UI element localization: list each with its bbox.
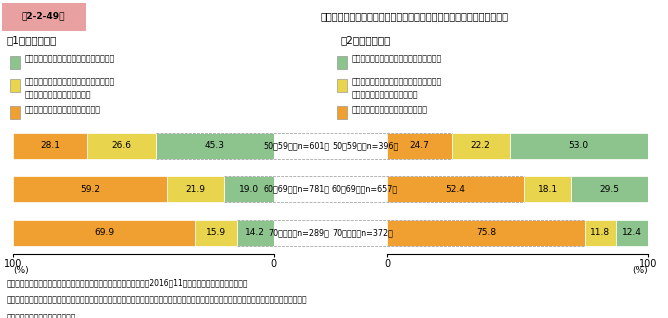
Text: 候補者もいない、または未定である: 候補者もいない、または未定である (352, 105, 428, 114)
Text: 22.2: 22.2 (471, 141, 490, 150)
Text: 26.6: 26.6 (111, 141, 131, 150)
Text: 11.8: 11.8 (591, 228, 611, 237)
Text: （候補者が複数の場合を含む）: （候補者が複数の場合を含む） (352, 91, 419, 100)
Text: 29.5: 29.5 (600, 185, 619, 194)
Bar (452, 133, 510, 159)
Bar (510, 133, 648, 159)
Bar (337, 106, 347, 119)
Text: 59.2: 59.2 (80, 185, 100, 194)
Bar (13, 176, 167, 202)
Bar (224, 176, 274, 202)
Text: 60～69歳（n=657）: 60～69歳（n=657） (332, 185, 398, 194)
Text: （1）小規模法人: （1）小規模法人 (7, 36, 57, 45)
Text: 候補者もいない、または未定である: 候補者もいない、または未定である (24, 105, 100, 114)
Bar (237, 220, 274, 246)
Bar (524, 176, 571, 202)
Bar (196, 220, 237, 246)
Text: 決まっている（後継者の了承を得ている）: 決まっている（後継者の了承を得ている） (24, 55, 115, 64)
Bar (13, 133, 87, 159)
Bar (585, 220, 616, 246)
Text: （2）個人事業者: （2）個人事業者 (341, 36, 391, 45)
Text: (%): (%) (13, 266, 29, 275)
Text: 50～59歳（n=601）: 50～59歳（n=601） (263, 141, 329, 150)
Text: 19.0: 19.0 (239, 185, 259, 194)
Text: 候補者はいるが、本人の了承を得ていない: 候補者はいるが、本人の了承を得ていない (24, 78, 115, 87)
Text: 53.0: 53.0 (568, 141, 589, 150)
Text: 75.8: 75.8 (476, 228, 496, 237)
Bar (387, 176, 524, 202)
Bar (156, 133, 274, 159)
Bar (87, 133, 156, 159)
Text: 50～59歳（n=396）: 50～59歳（n=396） (332, 141, 398, 150)
Bar (10, 79, 19, 92)
Bar (2, 3, 86, 31)
Bar (387, 220, 585, 246)
Text: 経営者の年代別に見た、後継者の選定状況（小規模法人・個人事業者）: 経営者の年代別に見た、後継者の選定状況（小規模法人・個人事業者） (320, 11, 508, 21)
Bar (616, 220, 648, 246)
Text: （注）事業承継の意向について、「誰かに引き継ぎたいと考えている（事業の譲渡や売却も含む）」、「経営の引継ぎについては未定である」と: （注）事業承継の意向について、「誰かに引き継ぎたいと考えている（事業の譲渡や売却… (7, 296, 307, 305)
Text: 45.3: 45.3 (205, 141, 225, 150)
Text: 12.4: 12.4 (622, 228, 642, 237)
Bar (571, 176, 648, 202)
Text: 決まっている（後継者の了承を得ている）: 決まっている（後継者の了承を得ている） (352, 55, 442, 64)
Text: （候補者が複数の場合を含む）: （候補者が複数の場合を含む） (24, 91, 91, 100)
Bar (167, 176, 224, 202)
Text: 14.2: 14.2 (245, 228, 265, 237)
Text: 28.1: 28.1 (40, 141, 60, 150)
Text: 70歳以上（n=289）: 70歳以上（n=289） (269, 228, 329, 237)
Text: 52.4: 52.4 (446, 185, 466, 194)
Text: 69.9: 69.9 (94, 228, 114, 237)
Bar (10, 56, 19, 69)
Bar (337, 79, 347, 92)
Text: 資料：中小企業庁委託「企業経営の継続に関するアンケート調査」（2016年11月、（株）東京商工リサーチ）: 資料：中小企業庁委託「企業経営の継続に関するアンケート調査」（2016年11月、… (7, 278, 248, 287)
Text: 15.9: 15.9 (206, 228, 226, 237)
Text: 回答した者を集計している。: 回答した者を集計している。 (7, 313, 76, 318)
Text: 18.1: 18.1 (538, 185, 558, 194)
Text: 60～69歳（n=781）: 60～69歳（n=781） (263, 185, 329, 194)
Text: (%): (%) (633, 266, 648, 275)
Text: 候補者はいるが、本人の了承を得ていない: 候補者はいるが、本人の了承を得ていない (352, 78, 442, 87)
Bar (13, 220, 196, 246)
Text: 第2-2-49図: 第2-2-49図 (21, 11, 65, 21)
Bar (10, 106, 19, 119)
Text: 70歳以上（n=372）: 70歳以上（n=372） (332, 228, 393, 237)
Bar (337, 56, 347, 69)
Text: 21.9: 21.9 (186, 185, 206, 194)
Bar (387, 133, 452, 159)
Text: 24.7: 24.7 (409, 141, 430, 150)
